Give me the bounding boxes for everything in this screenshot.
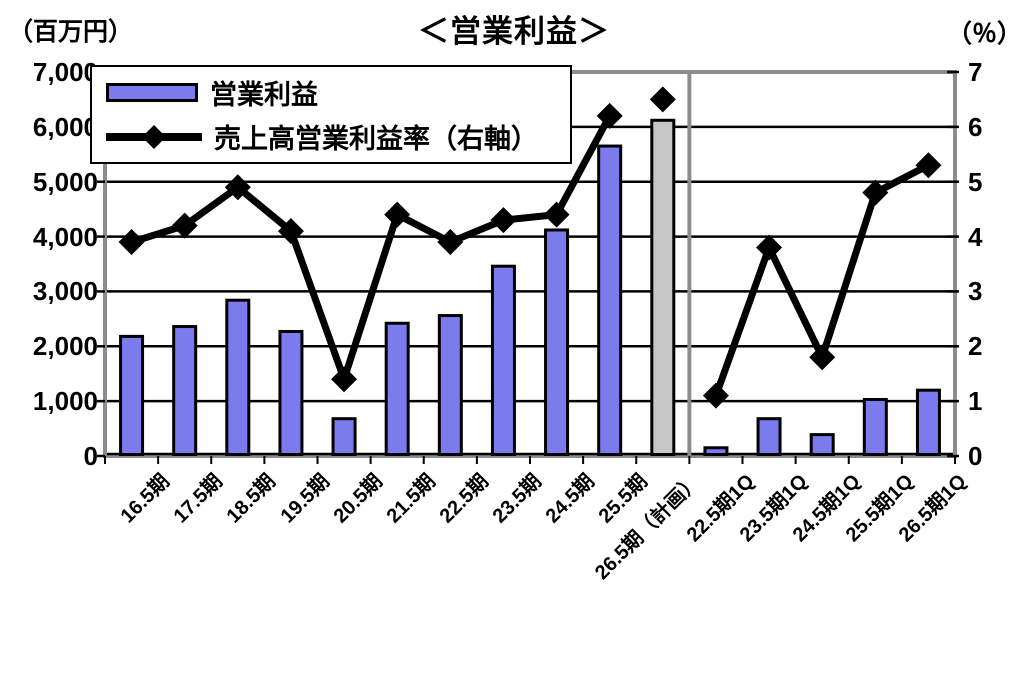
bar-24.5期 bbox=[544, 228, 570, 456]
diamond-marker-22.5期 bbox=[437, 229, 464, 256]
diamond-marker-24.5期 bbox=[543, 201, 570, 228]
legend-item-line-series: 売上高営業利益率（右軸） bbox=[106, 117, 570, 156]
bar-25.5期 bbox=[597, 144, 623, 457]
right-axis-tick-label: 5 bbox=[968, 166, 983, 197]
diamond-marker-18.5期 bbox=[224, 174, 251, 201]
bar-23.5期 bbox=[490, 264, 516, 456]
right-axis-tick-label: 2 bbox=[968, 331, 983, 362]
bar-26.5期1Q bbox=[915, 388, 941, 456]
bar-19.5期 bbox=[278, 329, 304, 456]
line-series-label: 売上高営業利益率（右軸） bbox=[214, 124, 538, 155]
right-axis-tick-label: 4 bbox=[968, 221, 983, 252]
left-axis-tick-label: 1,000 bbox=[32, 386, 98, 417]
diamond-marker-25.5期1Q bbox=[862, 179, 889, 206]
right-axis-tick-label: 1 bbox=[968, 386, 983, 417]
diamond-marker-20.5期 bbox=[331, 366, 358, 393]
bar-series-label: 営業利益 bbox=[210, 79, 318, 110]
diamond-marker-23.5期1Q bbox=[756, 234, 783, 261]
right-axis-tick-label: 0 bbox=[968, 441, 983, 471]
right-axis-unit-label: （％） bbox=[946, 20, 1022, 48]
diamond-marker-24.5期1Q bbox=[809, 344, 836, 371]
diamond-marker-16.5期 bbox=[118, 229, 145, 256]
right-axis-tick-label: 3 bbox=[968, 276, 983, 307]
right-axis-tick-label: 6 bbox=[968, 111, 983, 142]
bar-22.5期1Q bbox=[703, 446, 729, 456]
bar-18.5期 bbox=[225, 298, 251, 456]
diamond-marker-23.5期 bbox=[490, 207, 517, 234]
bar-25.5期1Q bbox=[862, 397, 888, 456]
diamond-marker-26.5期1Q bbox=[915, 152, 942, 179]
left-axis-tick-label: 3,000 bbox=[32, 276, 98, 307]
left-axis-tick-label: 5,000 bbox=[32, 166, 98, 197]
legend-diamond-icon bbox=[142, 124, 166, 149]
diamond-marker-25.5期 bbox=[596, 102, 623, 129]
chart-title: ＜営業利益＞ bbox=[418, 14, 610, 49]
diamond-marker-17.5期 bbox=[171, 212, 198, 239]
left-axis-tick-label: 7,000 bbox=[32, 57, 98, 87]
bar-22.5期 bbox=[437, 314, 463, 456]
diamond-marker-19.5期 bbox=[277, 218, 304, 245]
bar-24.5期1Q bbox=[809, 433, 835, 456]
diamond-marker-26.5期（計画） bbox=[649, 86, 676, 113]
left-axis-tick-label: 6,000 bbox=[32, 111, 98, 142]
line-series-swatch-icon bbox=[106, 124, 202, 149]
right-axis-tick-label: 7 bbox=[968, 57, 983, 87]
bar-16.5期 bbox=[119, 334, 145, 457]
chart-legend: 営業利益 売上高営業利益率（右軸） bbox=[90, 65, 572, 164]
diamond-marker-22.5期1Q bbox=[702, 382, 729, 409]
bar-20.5期 bbox=[331, 417, 357, 456]
bar-17.5期 bbox=[172, 325, 198, 456]
bar-23.5期1Q bbox=[756, 417, 782, 456]
left-axis-tick-label: 0 bbox=[83, 441, 98, 471]
bar-21.5期 bbox=[384, 321, 410, 457]
legend-item-bar-series: 営業利益 bbox=[106, 73, 570, 112]
diamond-marker-21.5期 bbox=[384, 201, 411, 228]
left-axis-unit-label: （百万円） bbox=[8, 18, 134, 46]
profit-margin-line bbox=[128, 112, 614, 383]
left-axis-tick-label: 2,000 bbox=[32, 331, 98, 362]
left-axis-tick-label: 4,000 bbox=[32, 221, 98, 252]
bar-series-swatch-icon bbox=[106, 82, 198, 102]
bar-26.5期（計画） bbox=[650, 118, 676, 456]
